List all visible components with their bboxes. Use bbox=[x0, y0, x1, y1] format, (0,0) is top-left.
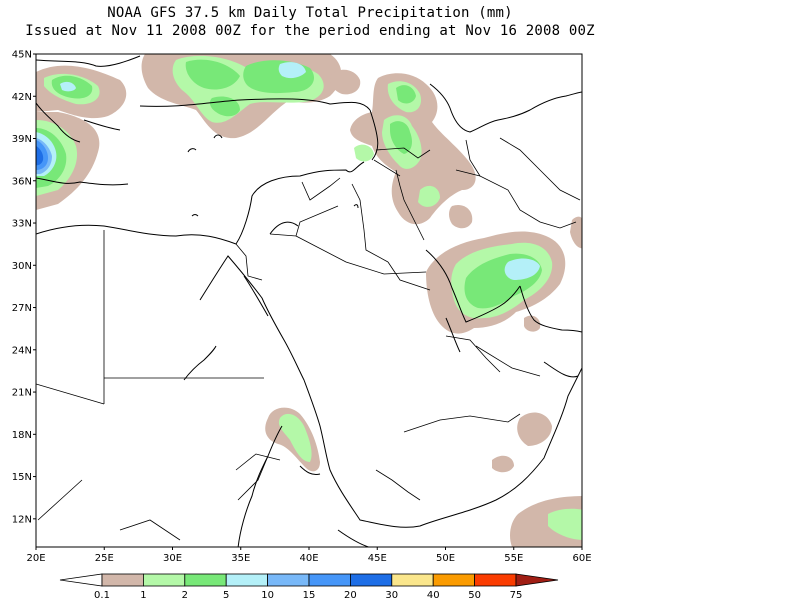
latitude-axis: 45N 42N 39N 36N 33N 30N 27N 24N 21N 18N 15N 12N bbox=[12, 50, 36, 525]
lon-tick-label: 60E bbox=[572, 553, 591, 564]
colorbar-segment bbox=[349, 573, 393, 587]
colorbar-segment bbox=[142, 573, 186, 587]
colorbar-label: 0.1 bbox=[94, 590, 110, 600]
coastlines bbox=[36, 55, 582, 547]
colorbar-segment bbox=[101, 573, 144, 587]
lon-tick-label: 20E bbox=[26, 553, 45, 564]
colorbar-label: 10 bbox=[261, 590, 274, 600]
lat-tick-label: 24N bbox=[12, 345, 32, 356]
lat-tick-label: 42N bbox=[12, 92, 32, 103]
lon-tick-label: 50E bbox=[436, 553, 455, 564]
lat-tick-label: 39N bbox=[12, 134, 32, 145]
colorbar-segment bbox=[267, 573, 310, 587]
colorbar-segment bbox=[474, 573, 517, 587]
colorbar-label: 30 bbox=[385, 590, 398, 600]
colorbar-segment bbox=[225, 573, 268, 587]
lat-tick-label: 33N bbox=[12, 219, 32, 230]
colorbar-label: 50 bbox=[468, 590, 481, 600]
colorbar-label: 5 bbox=[223, 590, 229, 600]
chart-subtitle: Issued at Nov 11 2008 00Z for the period… bbox=[25, 23, 595, 39]
precip-20mm-layer bbox=[36, 146, 44, 166]
colorbar-label: 20 bbox=[344, 590, 357, 600]
colorbar-segment bbox=[184, 573, 227, 587]
colorbar-segment bbox=[391, 573, 434, 587]
chart-title: NOAA GFS 37.5 km Daily Total Precipitati… bbox=[107, 5, 513, 21]
lon-tick-label: 55E bbox=[504, 553, 523, 564]
colorbar-segment bbox=[59, 573, 103, 587]
lon-tick-label: 40E bbox=[299, 553, 318, 564]
country-borders bbox=[36, 137, 581, 547]
colorbar-segment bbox=[432, 573, 476, 587]
lon-tick-label: 30E bbox=[163, 553, 182, 564]
lon-tick-label: 25E bbox=[95, 553, 114, 564]
lat-tick-label: 21N bbox=[12, 388, 32, 399]
lon-tick-label: 35E bbox=[231, 553, 250, 564]
colorbar-label: 15 bbox=[303, 590, 316, 600]
colorbar-segment bbox=[308, 573, 351, 587]
longitude-axis: 20E 25E 30E 35E 40E 45E 50E 55E 60E bbox=[26, 547, 592, 564]
lon-tick-label: 45E bbox=[368, 553, 387, 564]
colorbar-label: 2 bbox=[182, 590, 188, 600]
color-bar-legend: 0.1 1 2 5 10 15 20 30 40 50 75 bbox=[59, 573, 559, 600]
lat-tick-label: 15N bbox=[12, 472, 32, 483]
lat-tick-label: 45N bbox=[12, 50, 32, 61]
lat-tick-label: 27N bbox=[12, 303, 32, 314]
lat-tick-label: 12N bbox=[12, 514, 32, 525]
lat-tick-label: 30N bbox=[12, 261, 32, 272]
lat-tick-label: 18N bbox=[12, 430, 32, 441]
colorbar-label: 75 bbox=[510, 590, 523, 600]
colorbar-label: 1 bbox=[140, 590, 146, 600]
lat-tick-label: 36N bbox=[12, 176, 32, 187]
colorbar-segment bbox=[515, 573, 559, 587]
colorbar-label: 40 bbox=[427, 590, 440, 600]
